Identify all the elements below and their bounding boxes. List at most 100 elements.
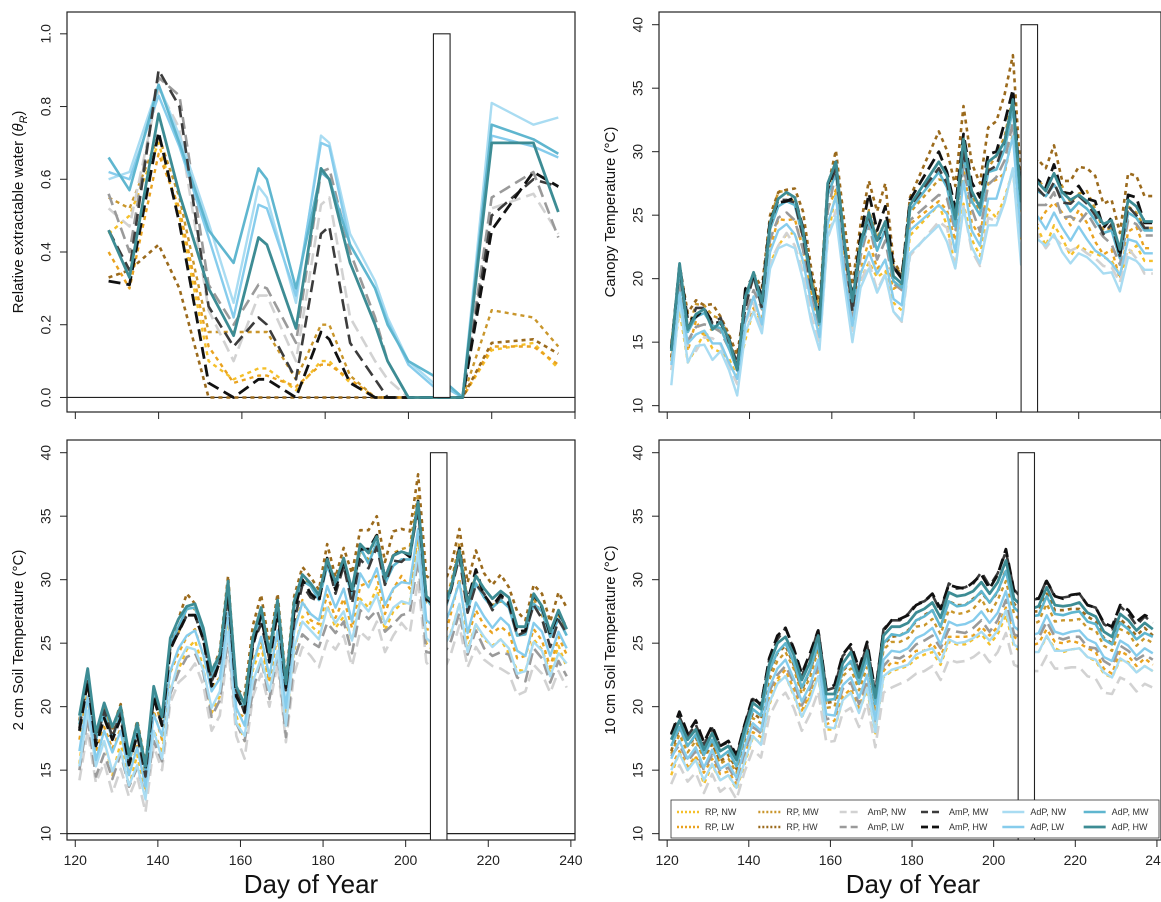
y-tick-label: 20 [38,699,54,715]
event-period-rect [1017,452,1036,840]
event-period-rect [429,452,448,840]
y-tick-label: 0.4 [38,242,54,262]
series-line-rp-hw [108,243,559,399]
x-tick-label: 140 [146,852,170,868]
legend-label-adp-mw: AdP, MW [1112,807,1149,817]
y-axis-label: 2 cm Soil Temperature (°C) [10,550,27,731]
legend-label-rp-mw: RP, MW [786,807,819,817]
x-tick-label: 140 [737,852,761,868]
y-tick-label: 35 [630,508,646,524]
y-tick-label: 10 [630,826,646,842]
y-tick-label: 10 [630,398,646,414]
y-tick-label: 1.0 [38,24,54,44]
y-tick-label: 40 [630,17,646,33]
y-axis-label: Canopy Temperature (°C) [602,127,619,298]
plot-area [669,24,1153,412]
y-tick-label: 20 [630,699,646,715]
x-tick-label: 180 [900,852,924,868]
panel-10cm-soil-temperature: 120 140 160 180 200 220 240 10 15 20 25 30 35 40 10 cm… [602,439,1161,868]
y-tick-label: 35 [38,508,54,524]
legend-label-adp-nw: AdP, NW [1030,807,1066,817]
x-tick-label: 160 [819,852,843,868]
legend-label-amp-mw: AmP, MW [949,807,989,817]
y-tick-label: 40 [38,445,54,461]
y-tick-label: 15 [630,762,646,778]
series-line-amp-lw [670,598,1154,782]
legend-label-amp-hw: AmP, HW [949,822,988,832]
y-tick-label: 25 [38,635,54,651]
panel-relative-extractable-water: 0.0 0.2 0.4 0.6 0.8 1.0 Relative extractable w… [10,11,576,419]
legend-label-rp-lw: RP, LW [705,822,735,832]
x-tick-label: 240 [559,852,583,868]
series-line-rp-lw [78,532,568,787]
y-axis-label: Relative extractable water (θR) [10,111,30,314]
series-line-amp-hw [669,547,1154,757]
series-line-adp-nw [78,550,568,801]
legend-label-amp-nw: AmP, NW [868,807,907,817]
y-tick-label: 35 [630,80,646,96]
legend-label-adp-hw: AdP, HW [1112,822,1148,832]
y-tick-label: 30 [630,144,646,160]
series-line-adp-nw [670,166,1153,397]
y-tick-label: 30 [630,572,646,588]
y-tick-label: 30 [38,572,54,588]
x-tick-label: 240 [1145,852,1161,868]
series-line-adp-hw [669,559,1154,762]
plot-frame [66,11,576,413]
panel-2cm-soil-temperature: 120 140 160 180 200 220 240 10 15 20 25 30 35 40 2 cm … [10,439,583,868]
series-line-adp-lw [670,589,1154,779]
x-tick-label: 160 [229,852,253,868]
y-tick-label: 0.0 [38,388,54,408]
series-line-adp-hw [107,112,560,399]
y-tick-label: 40 [630,445,646,461]
x-tick-label: 220 [477,852,501,868]
y-tick-label: 20 [630,271,646,287]
y-tick-label: 10 [38,826,54,842]
plot-area [669,452,1154,840]
event-period-rect [432,33,451,399]
series-line-adp-lw [78,527,568,788]
x-tick-label: 200 [982,852,1006,868]
x-tick-label: 220 [1064,852,1088,868]
x-axis-label-right: Day of Year [846,869,981,899]
legend: RP, NW RP, LW RP, MW RP, HW AmP, NW AmP, LW Am… [670,799,1160,839]
series-line-rp-nw [78,536,568,797]
series-line-adp-hw [78,500,568,768]
plot-frame [658,439,1161,841]
y-tick-label: 25 [630,207,646,223]
x-axis-label-left: Day of Year [244,869,379,899]
series-line-rp-lw [107,152,560,399]
series-line-adp-lw [670,135,1153,381]
y-tick-label: 25 [630,635,646,651]
legend-label-amp-lw: AmP, LW [868,822,905,832]
x-tick-label: 180 [311,852,335,868]
y-tick-label: 0.2 [38,315,54,335]
x-tick-label: 120 [64,852,88,868]
y-tick-label: 15 [38,762,54,778]
series-line-amp-lw [78,558,568,797]
event-period-rect [1020,24,1039,412]
y-tick-label: 0.8 [38,97,54,117]
legend-label-rp-hw: RP, HW [786,822,818,832]
series-line-adp-hw [669,98,1153,372]
series-line-amp-nw [670,631,1154,801]
x-tick-label: 200 [394,852,418,868]
panel-canopy-temperature: 10 15 20 25 30 35 40 Canopy Temperature (°C) [602,11,1161,419]
series-line-amp-nw [78,578,568,814]
plot-area [67,452,575,840]
series-line-amp-lw [670,121,1153,369]
y-tick-label: 15 [630,334,646,350]
series-line-adp-mw [670,569,1154,768]
legend-label-rp-nw: RP, NW [705,807,737,817]
series-line-amp-mw [670,99,1153,364]
series-line-adp-nw [670,609,1154,790]
y-tick-label: 0.6 [38,169,54,189]
series-line-rp-mw [670,579,1154,774]
x-tick-label: 120 [655,852,679,868]
plot-area [67,33,575,399]
legend-label-adp-lw: AdP, LW [1030,822,1064,832]
plot-frame [66,439,576,841]
series-line-rp-mw [108,134,560,399]
legend-box [670,799,1160,839]
